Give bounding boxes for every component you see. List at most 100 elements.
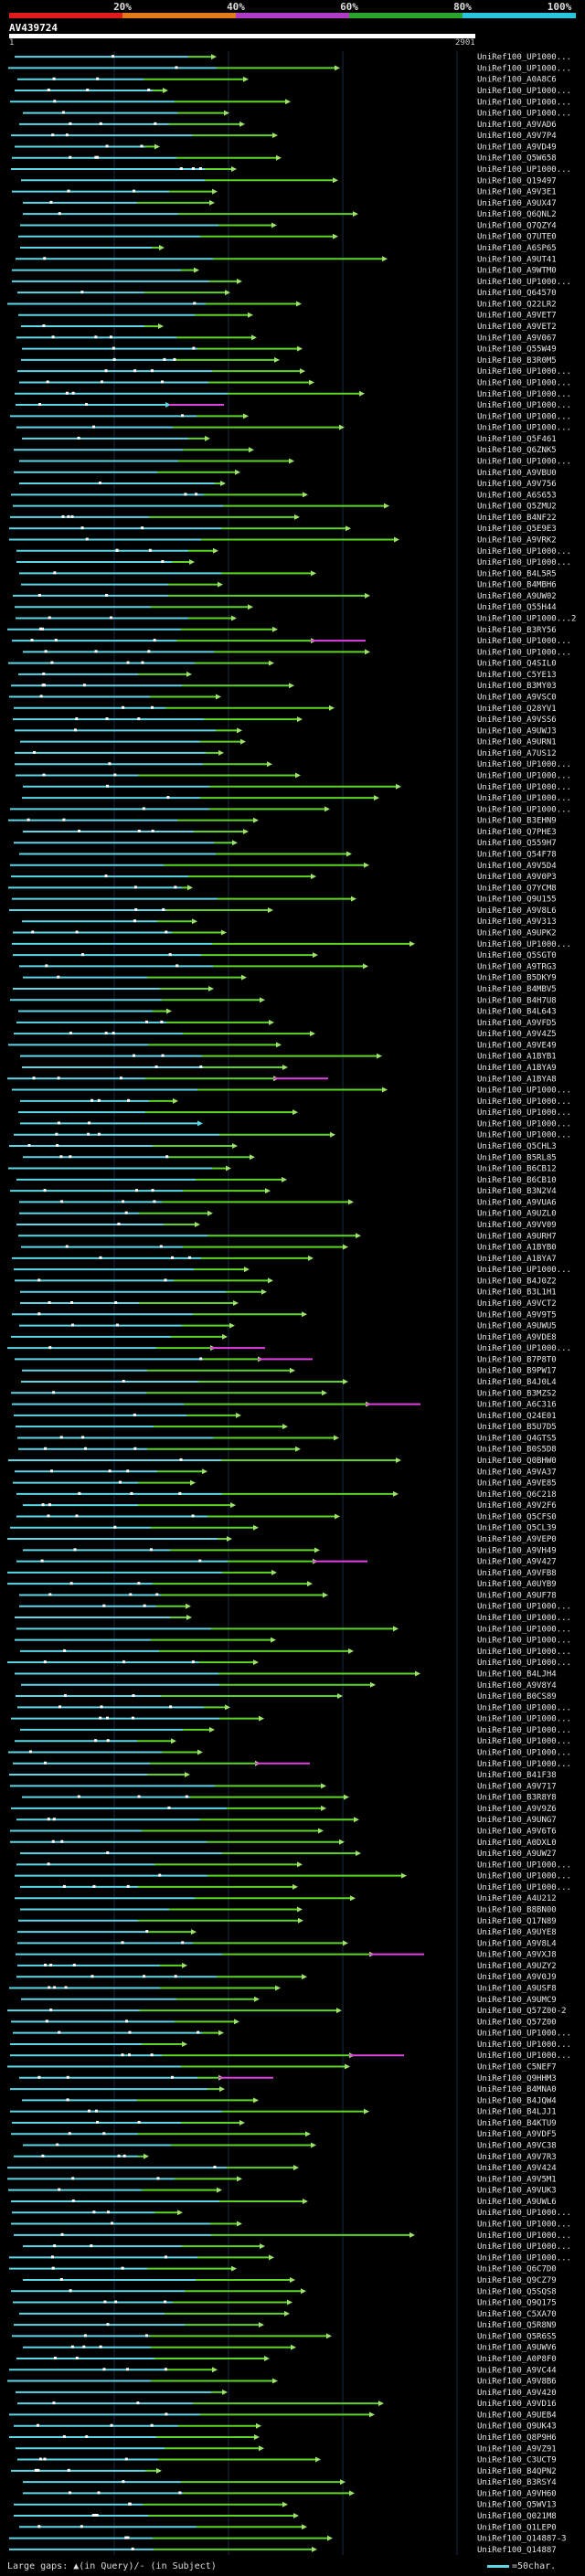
hit-label: UniRef100_Q7YCM8: [477, 884, 557, 893]
gap-marker: [44, 1963, 48, 1966]
gap-marker: [94, 155, 98, 159]
gap-marker: [58, 1705, 62, 1709]
gap-marker: [75, 930, 79, 934]
hit-arrow: [154, 143, 160, 150]
gap-marker: [147, 650, 151, 653]
hit-label: UniRef100_B4LJJ1: [477, 2108, 557, 2117]
gap-marker: [145, 1020, 149, 1023]
gap-marker: [50, 1469, 54, 1473]
hit-arrow: [186, 671, 192, 677]
hit-arrow: [253, 2097, 259, 2104]
hit-label: UniRef100_A9V420: [477, 2389, 557, 2398]
hit-label: UniRef100_B6CB12: [477, 1165, 557, 1174]
gap-marker: [71, 1323, 75, 1327]
hit-arrow: [234, 2019, 239, 2025]
gap-marker: [40, 627, 44, 631]
hit-arrow: [300, 368, 305, 375]
hit-arrow: [330, 1131, 335, 1138]
hit-arrow: [302, 2524, 307, 2530]
gap-marker: [44, 1761, 48, 1765]
gap-marker: [32, 1076, 36, 1080]
hit-label: UniRef100_A9V0J9: [477, 1973, 557, 1982]
hit-arrow: [297, 716, 303, 723]
hit-arrow: [227, 1536, 232, 1542]
gap-marker: [108, 1469, 112, 1473]
hit-label: UniRef100_A9VH49: [477, 1546, 557, 1555]
hit-arrow: [237, 2176, 242, 2182]
gap-marker: [159, 1245, 163, 1248]
hit-arrow: [173, 1097, 178, 1104]
gap-marker: [92, 1884, 96, 1888]
hit-arrow: [271, 1637, 276, 1643]
gap-marker: [37, 2468, 40, 2472]
gap-marker: [162, 907, 165, 911]
hit-label: UniRef100_A9UWV6: [477, 2344, 557, 2353]
hit-arrow: [343, 1244, 348, 1250]
gap-marker: [78, 1491, 81, 1495]
hit-label: UniRef100_C3UCT9: [477, 2456, 557, 2465]
hit-label: UniRef100_UP1000...: [477, 558, 571, 567]
hit-label: UniRef100_UP1000...: [477, 110, 571, 119]
hit-arrow: [363, 963, 368, 970]
hit-arrow: [197, 1120, 203, 1127]
gap-marker: [69, 2289, 72, 2293]
gap-marker: [109, 335, 112, 339]
hit-label: UniRef100_Q5CL39: [477, 1524, 557, 1533]
gap-marker: [45, 2019, 48, 2023]
hit-arrow: [163, 88, 168, 94]
hit-arrow: [282, 1424, 288, 1430]
hit-arrow: [209, 1726, 215, 1733]
gap-marker: [62, 818, 66, 822]
gap-marker: [95, 2513, 99, 2517]
gap-marker: [153, 1200, 156, 1203]
hit-arrow: [222, 2389, 228, 2395]
gap-marker: [148, 548, 152, 552]
hit-arrow: [276, 1042, 282, 1048]
gap-marker: [134, 907, 138, 911]
hit-label: UniRef100_B4MBV5: [477, 985, 557, 994]
hit-arrow: [339, 424, 345, 430]
hit-arrow: [393, 1490, 399, 1497]
hit-label: UniRef100_A9UWL6: [477, 2198, 557, 2207]
hit-label: UniRef100_UP1000...: [477, 1872, 571, 1882]
hit-arrow: [365, 592, 370, 599]
hit-label: UniRef100_A9V427: [477, 1558, 557, 1567]
gap-marker: [106, 784, 110, 788]
hit-arrow: [222, 1333, 228, 1340]
gap-marker: [132, 1694, 135, 1698]
gap-marker: [71, 391, 75, 395]
gap-marker: [48, 1593, 52, 1596]
gap-marker: [66, 2098, 69, 2102]
hit-arrow: [254, 2433, 260, 2440]
hit-label: UniRef100_UP1000...: [477, 1648, 571, 1657]
hit-label: UniRef100_B5DKY9: [477, 974, 557, 983]
gap-marker: [97, 1132, 101, 1136]
hit-arrow: [382, 1087, 388, 1093]
gap-marker: [185, 1795, 188, 1798]
hit-arrow: [209, 199, 215, 206]
gap-marker: [112, 55, 115, 58]
gap-marker: [88, 2109, 91, 2113]
hit-label: UniRef100_Q5W658: [477, 154, 557, 164]
hit-label: UniRef100_Q9Q175: [477, 2299, 557, 2308]
gap-marker: [80, 526, 84, 530]
hit-arrow: [265, 1188, 271, 1194]
gap-marker: [137, 1795, 141, 1798]
gap-marker: [56, 1143, 59, 1147]
hit-arrow: [359, 390, 365, 397]
hit-arrow: [294, 514, 300, 520]
gap-marker: [77, 1795, 80, 1798]
hit-label: UniRef100_A7US12: [477, 749, 557, 758]
gap-marker: [47, 1514, 50, 1518]
gap-marker: [155, 1593, 159, 1596]
gap-marker: [96, 155, 100, 159]
hit-label: UniRef100_C5NEF7: [477, 2063, 557, 2072]
hit-label: UniRef100_A1BYB1: [477, 1053, 557, 1062]
hit-arrow: [182, 2041, 187, 2047]
hit-label: UniRef100_Q5R6S5: [477, 2332, 557, 2341]
hit-label: UniRef100_Q55W49: [477, 345, 557, 355]
gap-marker: [67, 2468, 70, 2472]
hit-label: UniRef100_B5RL85: [477, 1153, 557, 1162]
gap-marker: [167, 1806, 171, 1809]
hit-arrow: [254, 1996, 260, 2002]
